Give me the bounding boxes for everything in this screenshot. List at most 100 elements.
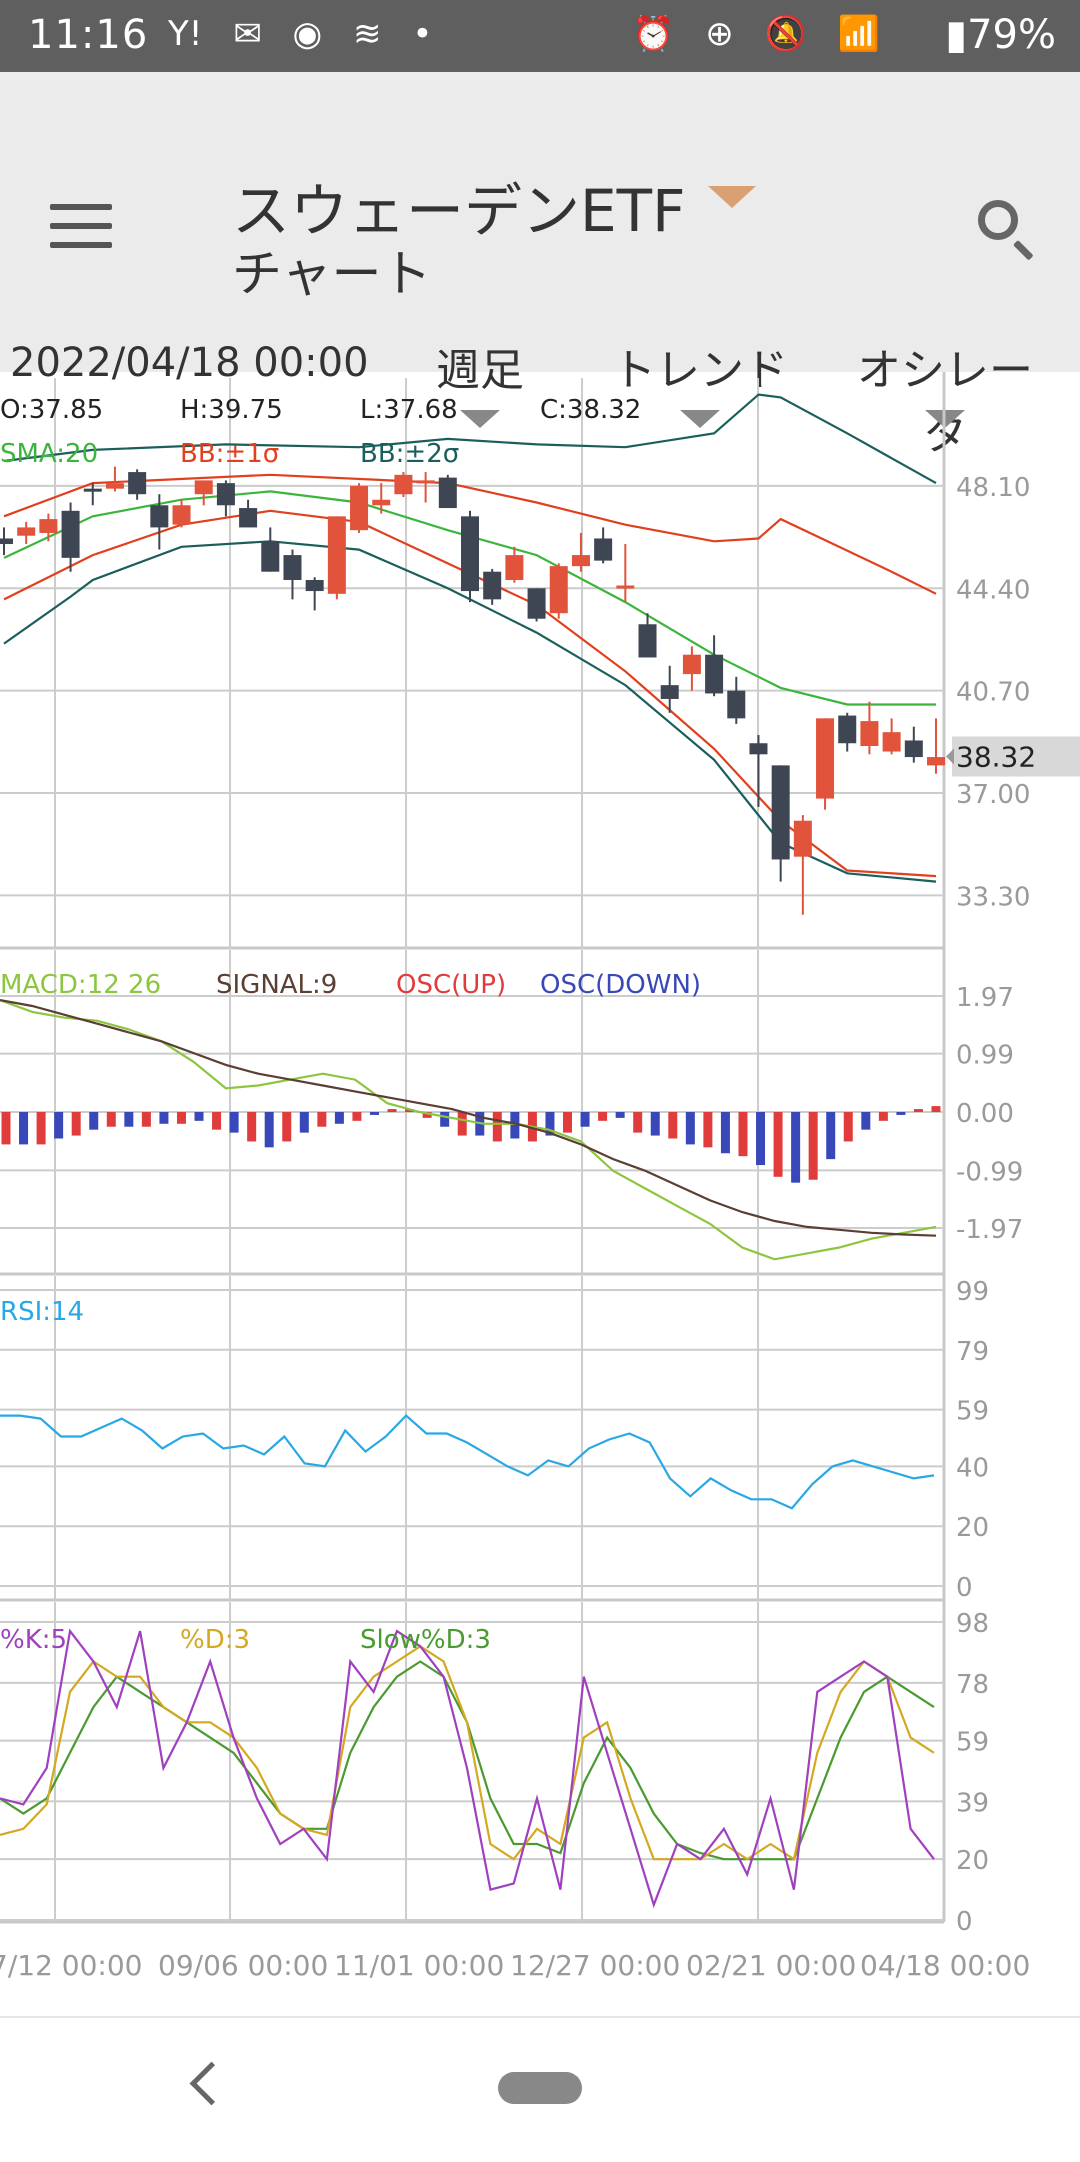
osc-bar	[176, 1112, 186, 1124]
y-tick-label: 0	[956, 1573, 973, 1603]
osc-bar	[668, 1112, 678, 1139]
candle-body	[394, 474, 413, 495]
rsi-line	[0, 1414, 935, 1510]
candle-body	[283, 555, 302, 580]
candle-body	[416, 480, 435, 484]
candle-body	[128, 472, 147, 495]
osc-bar	[633, 1112, 643, 1133]
alarm-icon: ⏰	[632, 14, 675, 54]
osc-bar	[194, 1112, 204, 1121]
candle-body	[0, 538, 13, 545]
y-tick-label: 98	[956, 1609, 989, 1639]
candle-body	[239, 508, 258, 528]
candle-body	[438, 477, 457, 509]
osc-bar	[334, 1112, 344, 1124]
y-tick-label: -0.99	[956, 1157, 1023, 1187]
osc-bar	[369, 1112, 379, 1115]
y-tick-label: 40.70	[956, 678, 1030, 708]
osc-bar	[387, 1109, 397, 1112]
slow-d-line	[0, 1660, 935, 1861]
wifi-icon: 📶	[837, 14, 880, 54]
osc-bar	[545, 1112, 555, 1136]
chart-area[interactable]: 48.10 44.40 40.70 37.00 33.30 O:37.85 H:39.75 L…	[0, 372, 1080, 2022]
sma20-line	[3, 490, 936, 706]
osc-bar	[615, 1112, 625, 1118]
legend-osc-up: OSC(UP)	[396, 970, 506, 1000]
system-icons: ⏰ ⊕ 🔕 📶	[612, 14, 880, 54]
candle-body	[483, 571, 502, 600]
home-button[interactable]	[498, 2072, 582, 2104]
battery-percent: 79%	[967, 12, 1056, 58]
osc-bar	[247, 1112, 257, 1142]
osc-bar	[931, 1106, 941, 1112]
y-tick-label: 59	[956, 1728, 989, 1758]
candle-body	[660, 685, 679, 699]
osc-bar	[826, 1112, 836, 1160]
page-title[interactable]: スウェーデンETF	[232, 177, 686, 245]
legend-bb2: BB:±2σ	[360, 439, 459, 469]
osc-bar	[685, 1112, 695, 1145]
legend-osc-down: OSC(DOWN)	[540, 970, 701, 1000]
osc-bar	[913, 1109, 923, 1112]
app-icon: ◉	[292, 14, 323, 54]
chevron-down-icon[interactable]	[708, 186, 756, 208]
candle-body	[216, 483, 235, 506]
candle-body	[749, 743, 768, 755]
candle-body	[39, 519, 58, 533]
last-price-label: 38.32	[956, 741, 1036, 774]
y-tick-label: 48.10	[956, 473, 1030, 503]
y-tick-label: 20	[956, 1846, 989, 1876]
candle-body	[838, 715, 857, 744]
candle-body	[616, 585, 635, 589]
candle-body	[571, 555, 590, 567]
osc-bar	[54, 1112, 64, 1139]
x-tick-label: 04/18 00:00	[860, 1949, 1030, 1982]
status-time: 11:16	[28, 12, 149, 58]
osc-bar	[650, 1112, 660, 1136]
app-bar: スウェーデンETF チャート 2022/04/18 00:00 週足 トレンド …	[0, 72, 1080, 460]
mail-icon: ✉	[233, 14, 262, 54]
x-tick-label: 12/27 00:00	[510, 1949, 680, 1982]
osc-bar	[878, 1112, 888, 1121]
candle-body	[194, 480, 213, 495]
candle-body	[150, 505, 169, 528]
candle-body	[816, 718, 835, 799]
x-tick-label: 09/06 00:00	[158, 1949, 328, 1982]
osc-bar	[791, 1112, 801, 1183]
tab-period-label: 週足	[436, 345, 524, 396]
candle-body	[904, 740, 923, 758]
legend-slow-d: Slow%D:3	[360, 1625, 491, 1655]
osc-bar	[492, 1112, 502, 1142]
candle-body	[461, 516, 479, 592]
osc-bar	[106, 1112, 116, 1127]
candle-body	[882, 732, 901, 752]
k-line	[0, 1628, 935, 1909]
osc-bar	[282, 1112, 292, 1142]
tab-period[interactable]: 週足	[430, 334, 530, 428]
y-tick-label: 59	[956, 1397, 989, 1427]
candle-body	[172, 505, 191, 525]
last-price-box	[952, 736, 1080, 777]
y-tick-label: 78	[956, 1670, 989, 1700]
y-tick-label: 20	[956, 1513, 989, 1543]
y-tick-label: 33.30	[956, 882, 1030, 912]
osc-bar	[352, 1112, 362, 1121]
dot-icon: •	[412, 14, 433, 54]
candle-body	[17, 527, 36, 536]
osc-bar	[703, 1112, 713, 1148]
candle-body	[771, 765, 790, 860]
ohlc-low: L:37.68	[360, 395, 458, 425]
x-tick-label: 7/12 00:00	[0, 1949, 142, 1982]
search-icon[interactable]	[978, 200, 1018, 240]
osc-bar	[563, 1112, 573, 1133]
menu-icon[interactable]	[50, 204, 112, 248]
osc-bar	[843, 1112, 853, 1142]
last-price-arrow	[946, 748, 954, 765]
candle-body	[105, 483, 124, 489]
chart-datetime: 2022/04/18 00:00	[10, 340, 369, 386]
legend-sma: SMA:20	[0, 439, 98, 469]
candle-body	[705, 654, 724, 694]
osc-bar	[756, 1112, 766, 1166]
y-tick-label: 99	[956, 1277, 989, 1307]
osc-bar	[19, 1112, 29, 1145]
